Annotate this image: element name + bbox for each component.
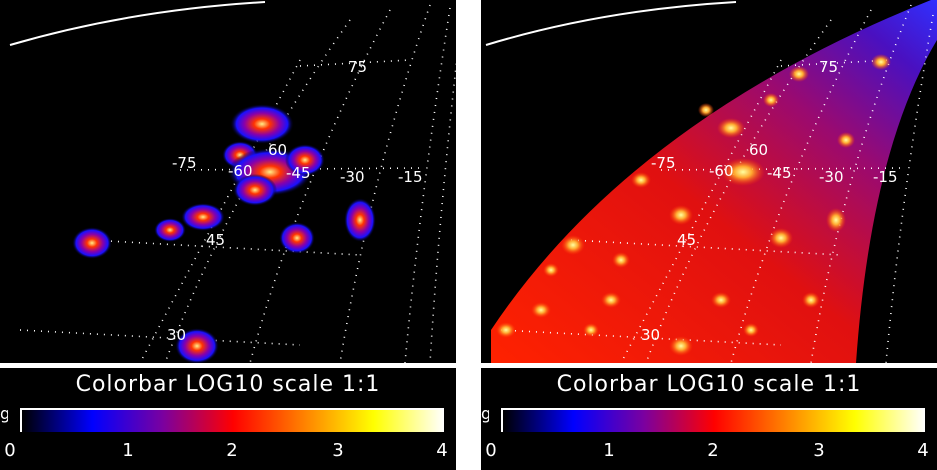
colorbar-title: Colorbar LOG10 scale 1:1 [75,372,381,397]
colorbar-ticks: 0 1 2 3 4 [481,440,937,466]
tick-1: 1 [122,440,134,461]
colorbar-title: Colorbar LOG10 scale 1:1 [556,372,862,397]
label-minus-15: -15 [398,168,423,186]
label-minus-60: -60 [709,162,734,180]
tick-1: 1 [603,440,615,461]
colorbar-gradient [501,408,925,432]
tick-2: 2 [707,440,719,461]
coordinate-grid [19,4,456,363]
tick-0: 0 [4,440,16,461]
tick-2: 2 [226,440,238,461]
label-45: 45 [206,231,225,249]
label-45: 45 [677,231,696,249]
sky-boundary-arc [485,1,737,46]
tick-3: 3 [332,440,344,461]
label-minus-30: -30 [819,168,844,186]
sky-coverage-region [491,0,937,363]
label-minus-45: -45 [767,164,792,182]
left-colorbar: Colorbar LOG10 scale 1:1 g 0 1 2 3 4 [0,368,456,470]
right-sky-map: 75 60 -75 -60 -45 -30 -15 45 30 [481,0,937,363]
tick-0: 0 [485,440,497,461]
right-colorbar: Colorbar LOG10 scale 1:1 g 0 1 2 3 4 [481,368,937,470]
label-minus-45: -45 [286,164,311,182]
label-60: 60 [268,141,287,159]
colorbar-ticks: 0 1 2 3 4 [0,440,456,466]
label-minus-60: -60 [228,162,253,180]
emission-sources [496,54,891,356]
label-75-top: 75 [348,58,367,76]
tick-4: 4 [917,440,929,461]
colorbar-side-glyph: g [481,404,489,423]
right-map-svg: 75 60 -75 -60 -45 -30 -15 45 30 [485,0,937,363]
sky-boundary-arc [9,1,266,46]
label-minus-75: -75 [651,154,676,172]
left-map-svg: 75 60 -75 -60 -45 -30 -15 45 30 [9,1,456,363]
label-minus-75: -75 [172,154,197,172]
label-75-top: 75 [819,58,838,76]
label-60: 60 [749,141,768,159]
colorbar-gradient [20,408,444,432]
left-sky-map: 75 60 -75 -60 -45 -30 -15 45 30 [0,0,456,363]
label-30: 30 [641,326,660,344]
tick-4: 4 [436,440,448,461]
label-minus-30: -30 [340,168,365,186]
tick-3: 3 [813,440,825,461]
emission-sources [72,104,376,363]
colorbar-side-glyph: g [0,404,8,423]
label-minus-15: -15 [873,168,898,186]
label-30: 30 [167,326,186,344]
